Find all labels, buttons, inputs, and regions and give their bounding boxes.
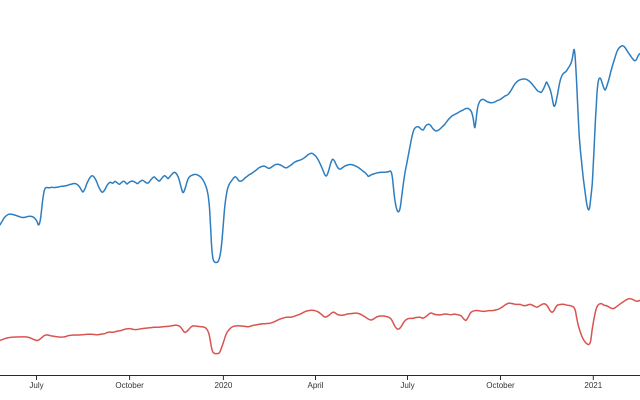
svg-text:July: July [29, 381, 43, 390]
svg-text:2021: 2021 [584, 381, 602, 390]
svg-text:2020: 2020 [215, 381, 233, 390]
svg-text:April: April [307, 381, 323, 390]
svg-text:July: July [400, 381, 414, 390]
svg-text:October: October [486, 381, 515, 390]
svg-text:October: October [115, 381, 144, 390]
